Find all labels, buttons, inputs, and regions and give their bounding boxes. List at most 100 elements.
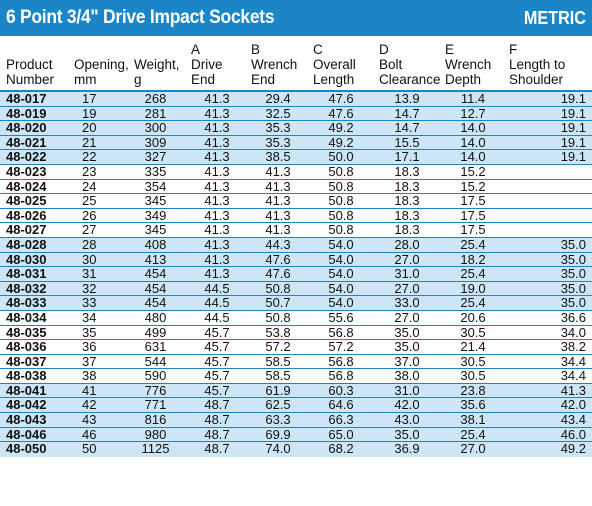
- table-cell: 18.3: [394, 193, 420, 209]
- table-cell: 43: [82, 412, 97, 428]
- table-cell: 14.7: [394, 120, 420, 136]
- table-cell: 48.7: [204, 412, 230, 428]
- table-cell: 41.3: [265, 193, 291, 209]
- table-cell: 68.2: [328, 441, 354, 457]
- table-cell: 22: [82, 149, 97, 165]
- column-header-line3: Clearance: [379, 72, 441, 87]
- column-header-line3: End: [191, 72, 216, 87]
- table-cell: 50.8: [328, 222, 354, 238]
- table-cell: 63.3: [265, 412, 291, 428]
- table-cell: 27: [82, 222, 97, 238]
- table-cell: 25.4: [460, 426, 486, 442]
- table-cell: 35.6: [460, 397, 486, 413]
- table-cell: 23: [82, 163, 97, 179]
- table-cell: 17.1: [394, 149, 420, 165]
- table-cell: 38.2: [560, 339, 586, 355]
- table-cell: 15.2: [460, 163, 486, 179]
- table-cell: 18.3: [394, 207, 420, 223]
- column-header: D Bolt Clearance: [373, 36, 441, 90]
- table-cell: 49.2: [328, 120, 354, 136]
- table-cell: 45.7: [204, 324, 230, 340]
- table-cell: 42.0: [560, 397, 586, 413]
- table-cell: 19.0: [460, 280, 486, 296]
- table-cell: 41.3: [204, 91, 230, 106]
- table-cell: 20.6: [460, 309, 486, 325]
- column-header-line3: g: [134, 72, 142, 87]
- table-cell: 36.6: [560, 309, 586, 325]
- table-cell: 35.0: [560, 295, 586, 311]
- table-row: 48-033 33 454 44.5 50.7 54.0 33.0 25.4 35.0: [0, 296, 592, 311]
- table-cell: 57.2: [265, 339, 291, 355]
- column-header-line2: Length to: [509, 57, 566, 72]
- table-cell: 309: [144, 134, 167, 150]
- table-cell: 268: [144, 91, 167, 106]
- table-cell: 25.4: [460, 236, 486, 252]
- table-cell: 19.1: [560, 120, 586, 136]
- table-cell: 56.8: [328, 353, 354, 369]
- table-cell: 37: [82, 353, 97, 369]
- table-row: 48-017 17 268 41.3 29.4 47.6 13.9 11.4 19.1: [0, 91, 592, 107]
- table-cell: 47.6: [328, 105, 354, 121]
- column-header-line1: [6, 42, 64, 57]
- table-cell: 19: [82, 105, 97, 121]
- table-cell: 24: [82, 178, 97, 194]
- table-cell: 35.0: [394, 339, 420, 355]
- table-cell: 69.9: [265, 426, 291, 442]
- product-number-cell: 48-050: [6, 441, 47, 457]
- table-cell: 31: [82, 266, 97, 282]
- table-cell: 54.0: [328, 280, 354, 296]
- table-cell: 300: [144, 120, 167, 136]
- table-cell: 54.0: [328, 295, 354, 311]
- product-number-cell: 48-023: [6, 163, 47, 179]
- table-row: 48-024 24 354 41.3 41.3 50.8 18.3 15.2: [0, 178, 592, 195]
- table-cell: 41.3: [204, 149, 230, 165]
- table-cell: 35.3: [265, 120, 291, 136]
- table-cell: 281: [144, 105, 167, 121]
- table-cell: 29.4: [265, 91, 291, 106]
- table-cell: 19.1: [560, 105, 586, 121]
- table-row: 48-036 36 631 45.7 57.2 57.2 35.0 21.4 38.2: [0, 340, 592, 355]
- table-row: 48-046 46 980 48.7 69.9 65.0 35.0 25.4 46.0: [0, 426, 592, 443]
- product-number-cell: 48-032: [6, 280, 47, 296]
- column-header-line1: F: [509, 42, 518, 57]
- table-cell: 11.4: [460, 91, 486, 106]
- column-header: Opening, mm: [64, 36, 129, 90]
- table-cell: 454: [144, 295, 167, 311]
- column-header-line3: Shoulder: [509, 72, 564, 87]
- table-cell: 44.5: [204, 295, 230, 311]
- table-cell: 41.3: [560, 382, 586, 398]
- table-header: Product Number Opening, mm Weight, g A Drive E…: [0, 36, 592, 92]
- product-number-cell: 48-043: [6, 412, 47, 428]
- table-cell: 45.7: [204, 339, 230, 355]
- product-number-cell: 48-024: [6, 178, 47, 194]
- column-header-line1: A: [191, 42, 201, 57]
- table-cell: 33.0: [394, 295, 420, 311]
- table-cell: [505, 209, 592, 223]
- table-row: 48-022 22 327 41.3 38.5 50.0 17.1 14.0 19.1: [0, 150, 592, 165]
- table-cell: 60.3: [328, 382, 354, 398]
- table-cell: 590: [144, 368, 167, 384]
- table-cell: 44.3: [265, 236, 291, 252]
- product-number-cell: 48-042: [6, 397, 47, 413]
- table-row: 48-032 32 454 44.5 50.8 54.0 27.0 19.0 35.0: [0, 280, 592, 297]
- product-number-cell: 48-020: [6, 120, 47, 136]
- column-header-line1: [74, 42, 124, 57]
- table-cell: 47.6: [328, 91, 354, 106]
- table-cell: 66.3: [328, 412, 354, 428]
- table-cell: 38: [82, 368, 97, 384]
- table-cell: 25.4: [460, 266, 486, 282]
- column-header-line1: C: [313, 42, 323, 57]
- table-cell: 48.7: [204, 426, 230, 442]
- table-cell: 46: [82, 426, 97, 442]
- table-cell: 50.8: [265, 280, 291, 296]
- table-cell: 41.3: [265, 163, 291, 179]
- table-cell: 48.7: [204, 397, 230, 413]
- table-cell: 34: [82, 309, 97, 325]
- product-number-cell: 48-019: [6, 105, 47, 121]
- table-cell: 771: [144, 397, 167, 413]
- table-cell: 18.2: [460, 251, 486, 267]
- table-cell: 54.0: [328, 266, 354, 282]
- table-cell: 50: [82, 441, 97, 457]
- table-cell: 35.0: [394, 324, 420, 340]
- table-cell: 38.0: [394, 368, 420, 384]
